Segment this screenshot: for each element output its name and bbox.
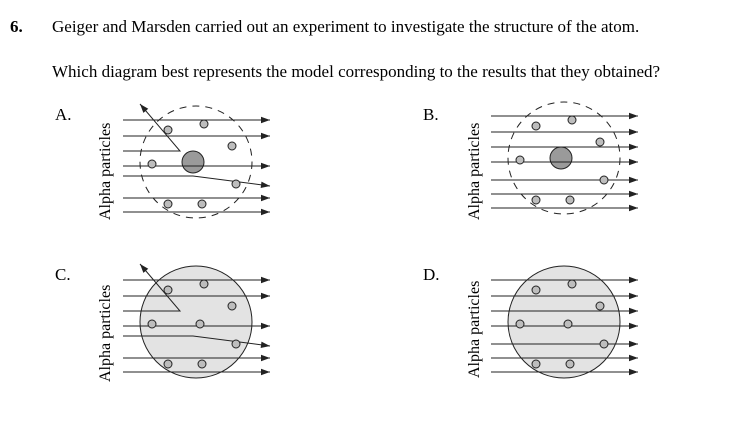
electron	[567, 279, 577, 289]
electron	[595, 301, 605, 311]
option-d-diagram[interactable]	[486, 260, 646, 388]
electron	[227, 301, 237, 311]
arrow-head	[629, 322, 638, 330]
arrow-head	[261, 132, 270, 140]
electron	[531, 359, 541, 369]
electron	[231, 179, 241, 189]
option-d-axis-label: Alpha particles	[466, 280, 483, 378]
arrow-head	[261, 368, 270, 376]
electron	[199, 119, 209, 129]
electron	[599, 339, 609, 349]
electron	[227, 141, 237, 151]
arrow-head	[629, 112, 638, 120]
arrow-head	[629, 190, 638, 198]
arrow-head	[629, 176, 638, 184]
nucleus	[181, 150, 205, 174]
arrow-head	[261, 194, 270, 202]
electron	[199, 279, 209, 289]
question-prompt: Which diagram best represents the model …	[52, 62, 661, 81]
arrow-head	[629, 340, 638, 348]
alpha-path	[123, 175, 271, 187]
option-b-diagram[interactable]	[486, 96, 646, 224]
arrow-head	[261, 276, 270, 284]
arrow-head	[261, 292, 270, 300]
electron	[515, 155, 525, 165]
arrow-head	[260, 181, 270, 189]
arrow-head	[261, 322, 270, 330]
question-number: 6.	[10, 17, 23, 36]
alpha-path	[123, 103, 182, 152]
electron	[147, 319, 157, 329]
arrow-head	[140, 104, 149, 113]
electron	[515, 319, 525, 329]
arrow-head	[261, 208, 270, 216]
electron	[567, 115, 577, 125]
arrow-head	[629, 307, 638, 315]
option-b-label[interactable]: B.	[423, 105, 439, 124]
arrow-head	[629, 158, 638, 166]
arrow-head	[260, 341, 270, 349]
alpha-path	[123, 263, 182, 312]
question-text: Geiger and Marsden carried out an experi…	[52, 17, 640, 36]
electron	[531, 195, 541, 205]
atom-boundary	[507, 101, 621, 215]
arrow-head	[629, 128, 638, 136]
electron	[565, 359, 575, 369]
electron	[195, 319, 205, 329]
arrow-head	[629, 143, 638, 151]
electron	[147, 159, 157, 169]
atom-boundary	[139, 105, 253, 219]
arrow-head	[629, 292, 638, 300]
electron	[563, 319, 573, 329]
arrow-head	[629, 276, 638, 284]
nucleus	[549, 146, 573, 170]
electron	[163, 125, 173, 135]
electron	[599, 175, 609, 185]
arrow-head	[629, 204, 638, 212]
electron	[163, 359, 173, 369]
electron	[565, 195, 575, 205]
option-a-axis-label: Alpha particles	[97, 122, 114, 220]
electron	[197, 359, 207, 369]
electron	[531, 121, 541, 131]
option-c-axis-label: Alpha particles	[97, 284, 114, 382]
arrow-head	[629, 354, 638, 362]
arrow-head	[261, 162, 270, 170]
option-a-diagram[interactable]	[118, 100, 278, 228]
option-b-axis-label: Alpha particles	[466, 122, 483, 220]
electron	[595, 137, 605, 147]
option-c-diagram[interactable]	[118, 260, 278, 388]
arrow-head	[261, 116, 270, 124]
electron	[163, 285, 173, 295]
electron	[197, 199, 207, 209]
electron	[531, 285, 541, 295]
arrow-head	[261, 354, 270, 362]
option-d-label[interactable]: D.	[423, 265, 440, 284]
option-c-label[interactable]: C.	[55, 265, 71, 284]
electron	[231, 339, 241, 349]
option-a-label[interactable]: A.	[55, 105, 72, 124]
arrow-head	[140, 264, 149, 273]
electron	[163, 199, 173, 209]
arrow-head	[629, 368, 638, 376]
alpha-path	[123, 335, 271, 347]
